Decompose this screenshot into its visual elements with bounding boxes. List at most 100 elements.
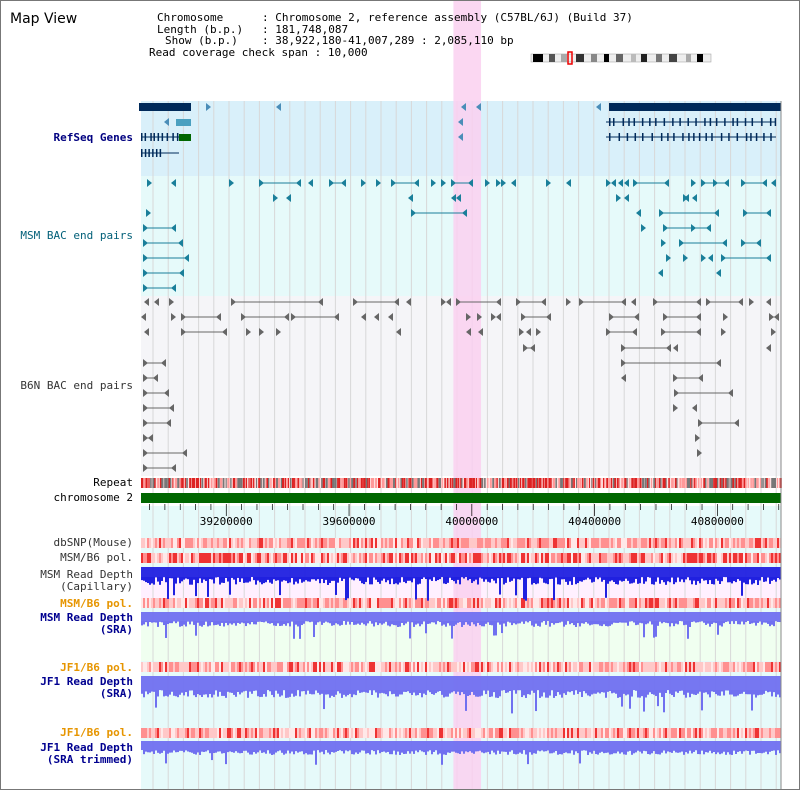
b6n-bac-end[interactable] [143,359,148,367]
b6n-bac-end[interactable] [496,313,501,321]
b6n-bac-end[interactable] [161,359,166,367]
gene-arrow[interactable] [596,103,601,111]
msm-bac-end[interactable] [679,239,684,247]
msm-bac-end[interactable] [171,224,176,232]
chromosome-bar[interactable] [141,493,781,503]
b6n-bac-end[interactable] [466,328,471,336]
b6n-bac-end[interactable] [536,328,541,336]
b6n-bac-end[interactable] [169,404,174,412]
msm-bac-end[interactable] [171,179,176,187]
gene-arrow[interactable] [461,103,466,111]
msm-bac-end[interactable] [683,254,688,262]
b6n-bac-end[interactable] [466,313,471,321]
msm-bac-end[interactable] [229,179,234,187]
b6n-bac-end[interactable] [153,374,158,382]
track-label-jf1-rd-sra-line1[interactable]: JF1 Read Depth [40,675,133,688]
b6n-bac-end[interactable] [698,374,703,382]
gene-arrow[interactable] [276,103,281,111]
b6n-bac-end[interactable] [661,328,666,336]
b6n-bac-end[interactable] [663,313,668,321]
b6n-bac-end[interactable] [541,298,546,306]
b6n-bac-end[interactable] [771,328,776,336]
msm-bac-end[interactable] [441,179,446,187]
msm-bac-end[interactable] [658,269,663,277]
msm-bac-end[interactable] [663,224,668,232]
gene-arrow[interactable] [476,103,481,111]
msm-bac-end[interactable] [771,179,776,187]
b6n-bac-end[interactable] [696,298,701,306]
msm-bac-end[interactable] [451,179,456,187]
msm-bac-end[interactable] [766,254,771,262]
msm-bac-end[interactable] [666,254,671,262]
b6n-bac-end[interactable] [143,389,148,397]
b6n-bac-end[interactable] [231,298,236,306]
msm-bac-end[interactable] [659,209,664,217]
b6n-bac-end[interactable] [673,374,678,382]
b6n-bac-end[interactable] [523,344,528,352]
b6n-bac-end[interactable] [259,328,264,336]
b6n-bac-end[interactable] [738,298,743,306]
gene-arrow[interactable] [458,118,463,126]
b6n-bac-end[interactable] [216,313,221,321]
msm-bac-end[interactable] [361,179,366,187]
msm-bac-end[interactable] [691,224,696,232]
track-label-dbsnp[interactable]: dbSNP(Mouse) [53,536,133,549]
gene-block[interactable] [176,119,191,126]
b6n-bac-end[interactable] [546,313,551,321]
msm-bac-end[interactable] [724,179,729,187]
b6n-bac-end[interactable] [276,328,281,336]
msm-bac-end[interactable] [143,254,148,262]
msm-bac-end[interactable] [411,209,416,217]
b6n-bac-end[interactable] [696,328,701,336]
b6n-bac-end[interactable] [673,404,678,412]
track-label-jf1-pol-1[interactable]: JF1/B6 pol. [60,661,133,674]
b6n-bac-end[interactable] [749,298,754,306]
b6n-bac-end[interactable] [530,344,535,352]
b6n-bac-end[interactable] [144,328,149,336]
b6n-bac-end[interactable] [353,298,358,306]
b6n-bac-end[interactable] [609,313,614,321]
b6n-bac-end[interactable] [169,298,174,306]
msm-bac-end[interactable] [624,194,629,202]
b6n-bac-end[interactable] [666,344,671,352]
msm-bac-end[interactable] [766,209,771,217]
b6n-bac-end[interactable] [406,298,411,306]
b6n-bac-end[interactable] [606,328,611,336]
b6n-bac-end[interactable] [697,449,702,457]
msm-bac-end[interactable] [456,194,461,202]
b6n-bac-end[interactable] [774,313,779,321]
msm-bac-end[interactable] [468,179,473,187]
msm-bac-end[interactable] [636,209,641,217]
b6n-bac-end[interactable] [766,344,771,352]
b6n-bac-end[interactable] [166,419,171,427]
b6n-bac-end[interactable] [631,298,636,306]
msm-bac-end[interactable] [611,179,616,187]
b6n-bac-end[interactable] [222,328,227,336]
msm-bac-end[interactable] [722,239,727,247]
b6n-bac-end[interactable] [478,328,483,336]
b6n-bac-end[interactable] [706,298,711,306]
gene-block[interactable] [179,134,191,141]
track-label-b6n-bac[interactable]: B6N BAC end pairs [20,379,133,392]
msm-bac-end[interactable] [496,179,501,187]
msm-bac-end[interactable] [606,179,611,187]
selected-region-highlight[interactable] [453,1,482,789]
gene-arrow[interactable] [458,133,463,141]
msm-bac-end[interactable] [756,239,761,247]
b6n-bac-end[interactable] [519,328,524,336]
msm-bac-end[interactable] [143,224,148,232]
msm-bac-end[interactable] [308,179,313,187]
b6n-bac-end[interactable] [579,298,584,306]
b6n-bac-end[interactable] [728,389,733,397]
track-label-msm-bac[interactable]: MSM BAC end pairs [20,229,133,242]
msm-bac-end[interactable] [451,194,456,202]
b6n-bac-end[interactable] [171,313,176,321]
msm-bac-end[interactable] [714,209,719,217]
gene-arrow[interactable] [206,103,211,111]
msm-bac-end[interactable] [708,254,713,262]
msm-bac-end[interactable] [259,179,264,187]
msm-bac-end[interactable] [485,179,490,187]
b6n-bac-end[interactable] [491,313,496,321]
msm-bac-end[interactable] [713,179,718,187]
b6n-bac-end[interactable] [698,419,703,427]
